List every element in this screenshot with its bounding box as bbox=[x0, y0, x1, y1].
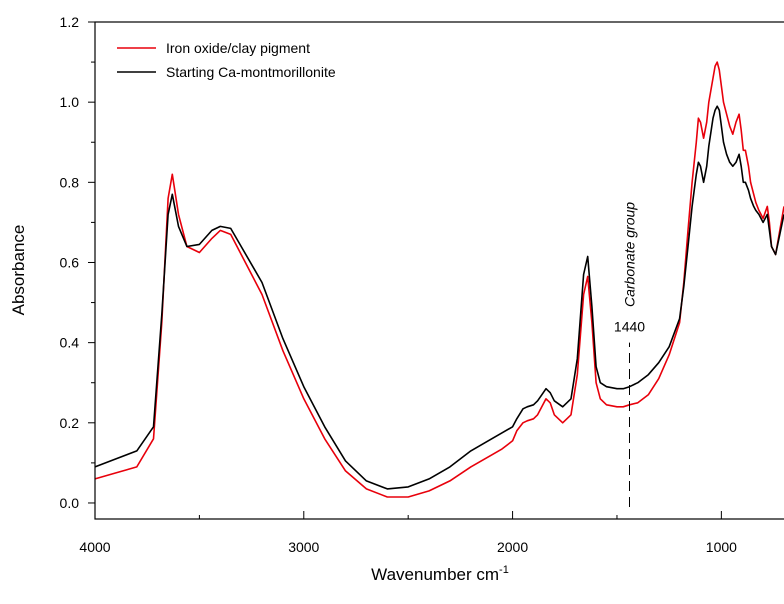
plot-frame bbox=[94, 21, 784, 520]
annotation-1440: 1440 bbox=[614, 319, 645, 335]
plot-lines bbox=[94, 61, 784, 498]
legend: Iron oxide/clay pigment Starting Ca-mont… bbox=[117, 40, 336, 80]
series-line-1 bbox=[94, 105, 784, 490]
x-axis-title-superscript: -1 bbox=[499, 564, 509, 576]
y-axis: 0.0 0.2 0.4 0.6 0.8 1.0 1.2 bbox=[60, 14, 95, 511]
annotation-carbonate-group: Carbonate group bbox=[621, 202, 637, 307]
x-axis-title-text: Wavenumber cm bbox=[371, 565, 499, 584]
x-tick-label: 1000 bbox=[706, 539, 737, 555]
legend-label-iron-oxide: Iron oxide/clay pigment bbox=[166, 40, 310, 56]
x-tick-label: 4000 bbox=[79, 539, 110, 555]
y-tick-label: 0.6 bbox=[60, 254, 80, 270]
x-axis: 4000 3000 2000 1000 bbox=[79, 511, 737, 555]
y-tick-label: 0.0 bbox=[60, 495, 80, 511]
y-tick-label: 0.8 bbox=[60, 174, 80, 190]
x-tick-label: 3000 bbox=[288, 539, 319, 555]
x-axis-title: Wavenumber cm-1 bbox=[371, 564, 509, 584]
x-tick-label: 2000 bbox=[497, 539, 528, 555]
legend-label-montmorillonite: Starting Ca-montmorillonite bbox=[166, 64, 336, 80]
y-tick-label: 1.2 bbox=[60, 14, 80, 30]
y-axis-title: Absorbance bbox=[9, 225, 28, 316]
series-line-0 bbox=[94, 61, 784, 498]
y-tick-label: 0.4 bbox=[60, 335, 80, 351]
y-tick-label: 1.0 bbox=[60, 94, 80, 110]
y-tick-label: 0.2 bbox=[60, 415, 80, 431]
